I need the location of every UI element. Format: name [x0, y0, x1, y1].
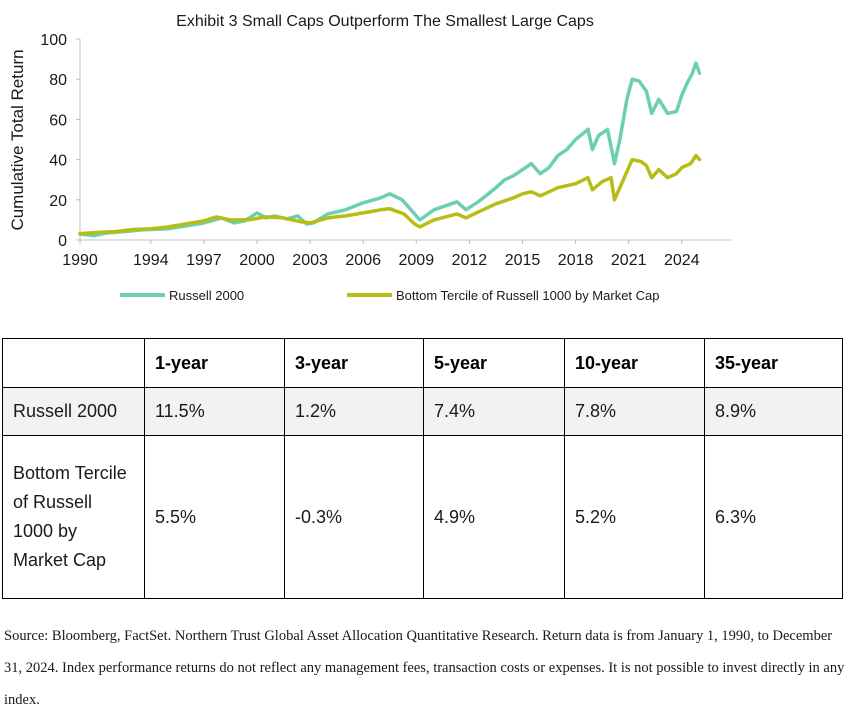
table-header-cell: 10-year: [564, 338, 705, 388]
table-cell: 5.5%: [144, 435, 285, 599]
table-cell: 7.4%: [423, 387, 565, 436]
y-tick-label: 80: [49, 72, 67, 89]
chart-legend: Russell 2000 Bottom Tercile of Russell 10…: [120, 288, 660, 303]
table-header-cell: [2, 338, 145, 388]
source-note: Source: Bloomberg, FactSet. Northern Tru…: [4, 628, 845, 708]
series-line-russell-2000: [78, 61, 702, 238]
table-cell: 11.5%: [144, 387, 285, 436]
row-label: Bottom Tercile of Russell 1000 by Market…: [2, 435, 145, 599]
table-cell: 8.9%: [704, 387, 843, 436]
x-tick-label: 2006: [345, 252, 381, 269]
series-line-bottom-tercile: [78, 153, 702, 236]
table-row: Russell 2000 11.5% 1.2% 7.4% 7.8% 8.9%: [2, 387, 843, 436]
table-cell: 1.2%: [284, 387, 424, 436]
table-cell: 5.2%: [564, 435, 705, 599]
returns-table: 1-year 3-year 5-year 10-year 35-year Rus…: [2, 338, 843, 599]
series-lines: [78, 61, 702, 238]
y-tick-label: 0: [58, 233, 67, 250]
table-cell: 6.3%: [704, 435, 843, 599]
legend-label: Russell 2000: [169, 288, 244, 303]
table-header-cell: 1-year: [144, 338, 285, 388]
x-tick-label: 2012: [452, 252, 488, 269]
table-cell: 7.8%: [564, 387, 705, 436]
x-tick-label: 1994: [133, 252, 169, 269]
x-tick-label: 2009: [399, 252, 435, 269]
y-tick-label: 40: [49, 153, 67, 170]
row-label: Russell 2000: [2, 387, 145, 436]
x-tick-label: 2024: [664, 252, 700, 269]
y-tick-label: 20: [49, 193, 67, 210]
table-cell: 4.9%: [423, 435, 565, 599]
x-tick-label: 1990: [62, 252, 98, 269]
x-tick-label: 2000: [239, 252, 275, 269]
x-tick-label: 2018: [558, 252, 594, 269]
table-header-cell: 5-year: [423, 338, 565, 388]
table-cell: -0.3%: [284, 435, 424, 599]
table-header-cell: 35-year: [704, 338, 843, 388]
x-axis-ticks: 1990 1994 1997 2000 2003 2006 2009 2012 2015 2018…: [62, 240, 700, 269]
line-chart: Exhibit 3 Small Caps Outperform The Smal…: [8, 13, 731, 303]
chart-title: Exhibit 3 Small Caps Outperform The Smal…: [176, 13, 594, 30]
x-tick-label: 1997: [186, 252, 222, 269]
y-tick-label: 100: [40, 32, 67, 49]
legend-label: Bottom Tercile of Russell 1000 by Market…: [396, 288, 660, 303]
x-tick-label: 2015: [505, 252, 541, 269]
y-tick-label: 60: [49, 112, 67, 129]
x-tick-label: 2021: [611, 252, 647, 269]
table-row: Bottom Tercile of Russell 1000 by Market…: [2, 435, 843, 599]
x-tick-label: 2003: [292, 252, 328, 269]
y-axis-ticks: 0 20 40 60 80 100: [40, 32, 80, 250]
table-header-row: 1-year 3-year 5-year 10-year 35-year: [2, 338, 843, 388]
y-axis-label: Cumulative Total Return: [8, 49, 27, 230]
table-header-cell: 3-year: [284, 338, 424, 388]
